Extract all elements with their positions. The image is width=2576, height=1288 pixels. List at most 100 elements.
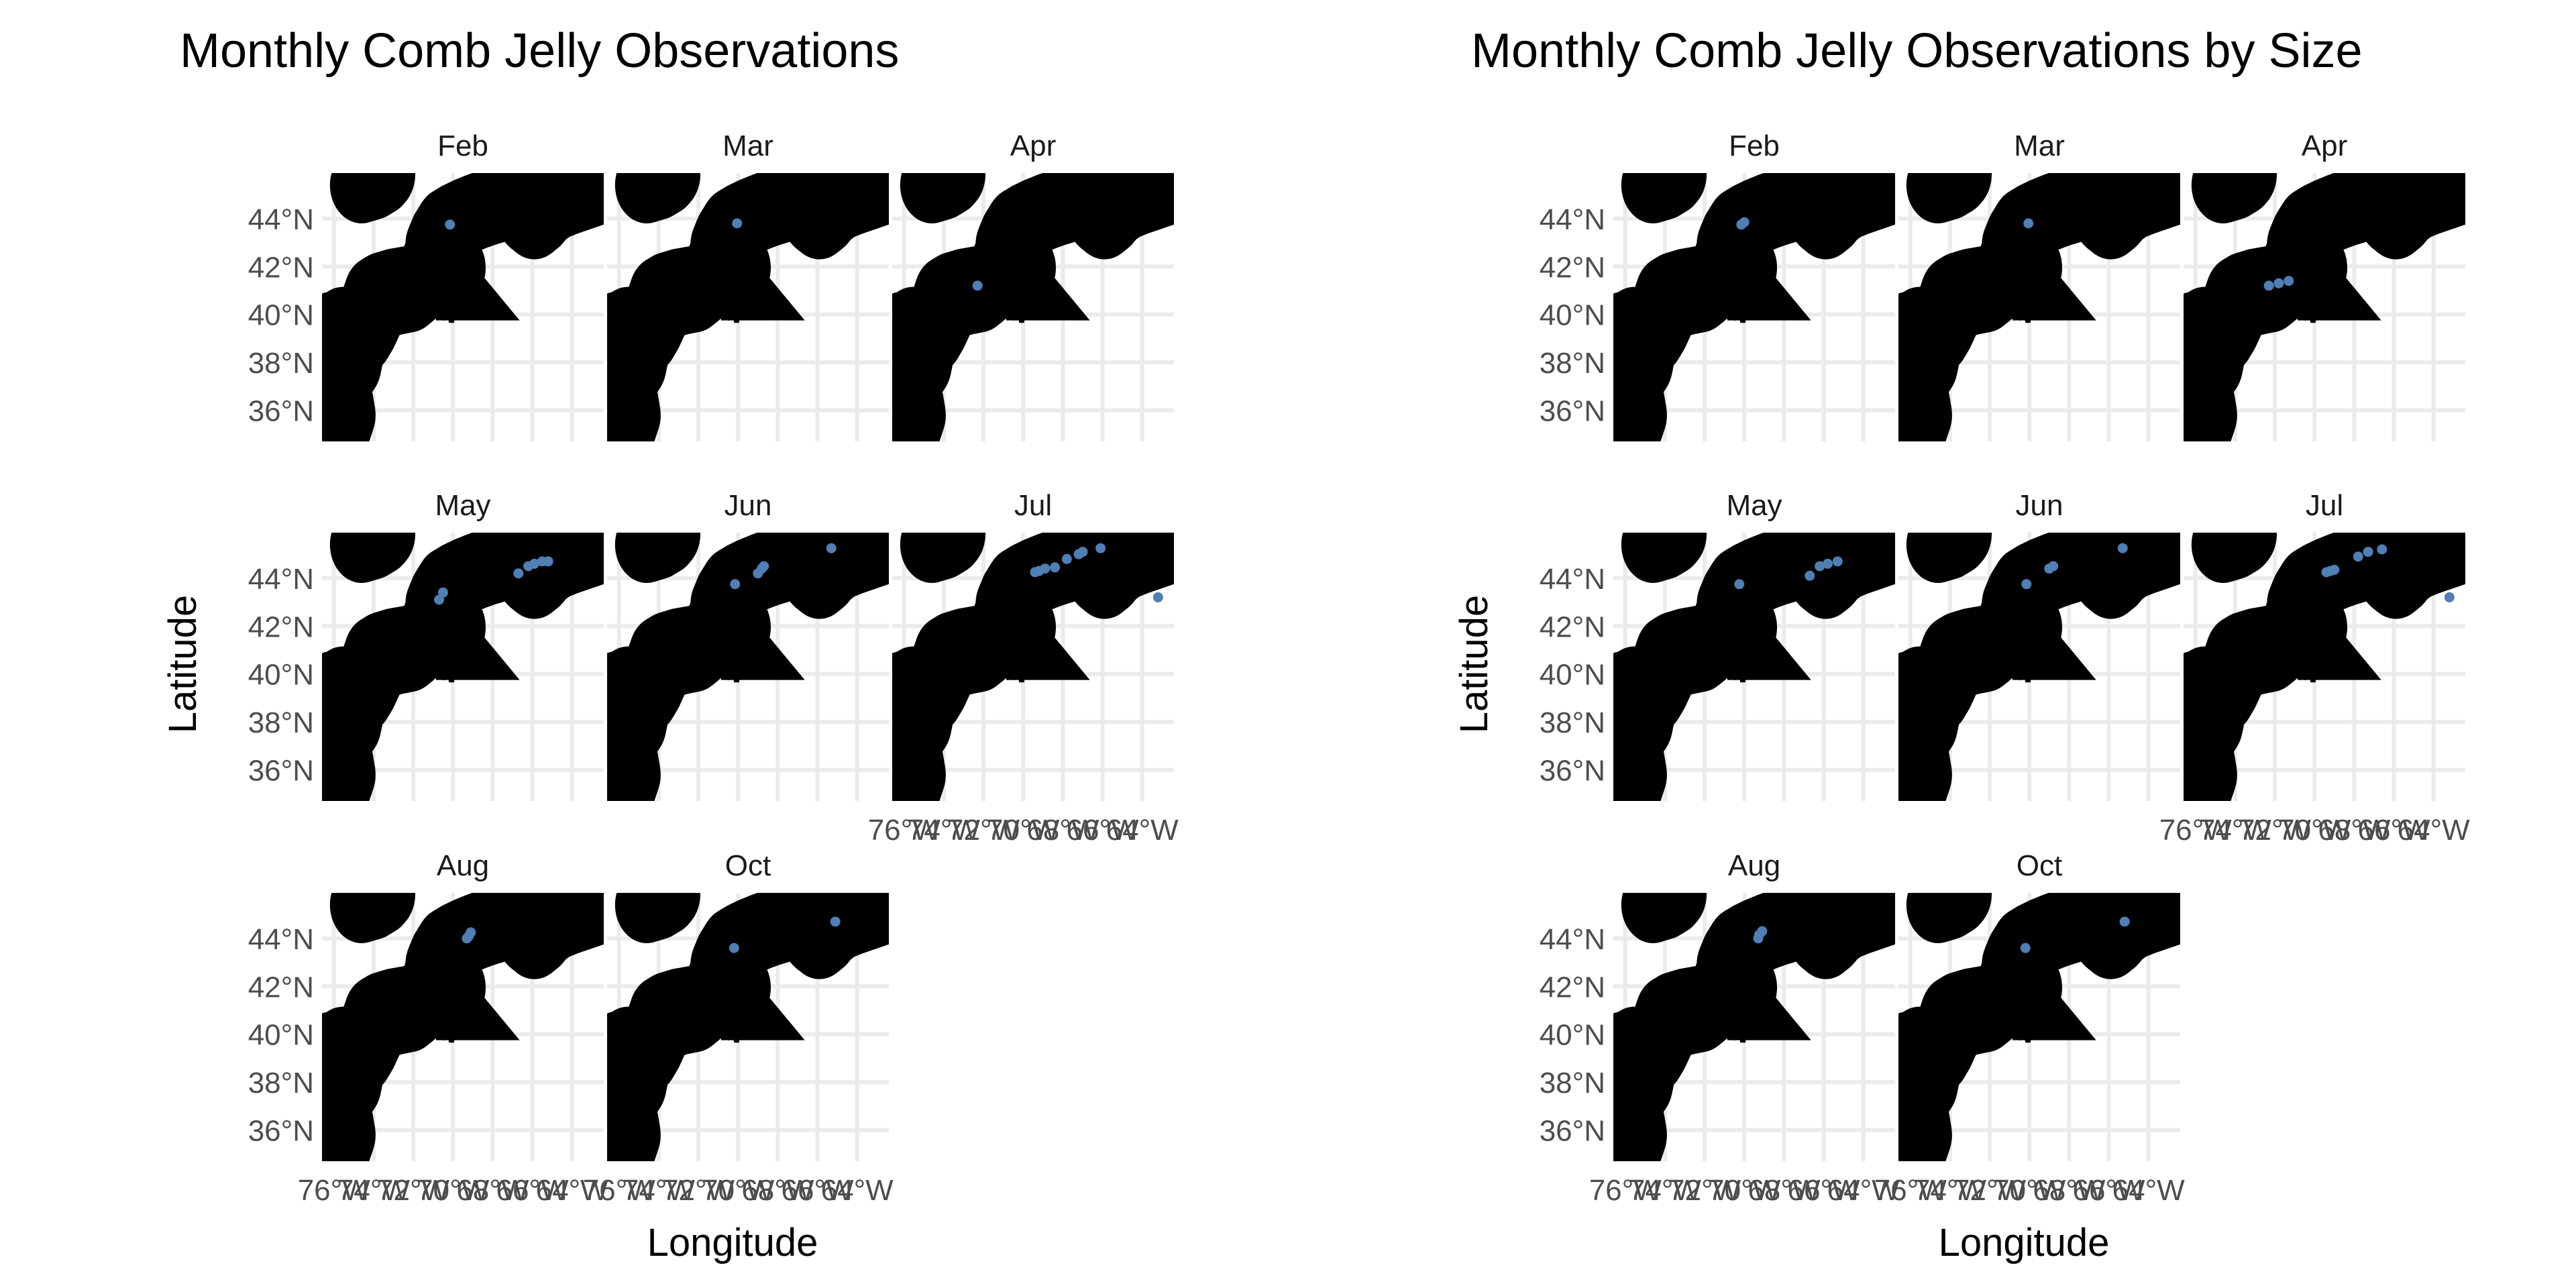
observation-point [1739,217,1750,227]
observation-point [729,943,739,953]
observation-point [466,927,476,938]
x-tick-label: 76°W [1589,1174,1662,1207]
facet-label: Oct [2017,849,2062,882]
facet-label: Apr [2302,129,2347,162]
y-tick-label: 40°N [248,1019,314,1052]
facet-label: Jun [2016,489,2063,522]
facet-label: Oct [725,849,771,882]
coastline-map [1607,894,1897,1160]
y-tick-label: 36°N [248,755,314,788]
y-tick-label: 42°N [248,251,314,284]
facet-oct: Oct 76°W74°W72°W70°W68°W66°W64°W [1874,849,2185,1207]
x-axis-label: Longitude [647,1221,818,1265]
observation-point [1822,558,1833,569]
x-tick-label: 64°W [2398,814,2471,847]
x-tick-label: 74°W [623,1174,696,1207]
facet-mar: Mar [607,129,889,441]
x-tick-label: 76°W [2159,814,2233,847]
facet-label: May [435,489,490,522]
observation-point [972,280,983,291]
x-tick-label: 74°W [337,1174,411,1207]
x-tick-label: 72°W [662,1174,735,1207]
facet-apr: Apr [2184,129,2465,441]
x-tick-label: 68°W [2318,814,2391,847]
x-tick-label: 66°W [2072,1174,2145,1207]
x-tick-label: 72°W [2239,814,2312,847]
facet-jul: Jul 76°W74°W72°W70°W68°W66°W64°W [868,489,1179,847]
observation-point [2273,278,2284,288]
y-tick-label: 36°N [1540,395,1605,428]
x-tick-label: 64°W [1106,814,1179,847]
y-tick-label: 44°N [248,563,314,596]
observation-point [2263,280,2274,291]
observation-point [1734,579,1745,590]
x-tick-label: 74°W [1629,1174,1702,1207]
coastline-map [316,534,606,800]
observation-point [2444,592,2455,602]
y-tick-label: 38°N [1540,706,1605,739]
x-tick-label: 76°W [1874,1174,1947,1207]
x-tick-label: 74°W [1914,1174,1987,1207]
facet-label: Aug [1728,849,1780,882]
observation-point [2021,579,2032,590]
x-tick-label: 68°W [1748,1174,1821,1207]
x-tick-label: 66°W [2357,814,2430,847]
observation-point [2048,561,2059,572]
y-tick-label: 44°N [248,923,314,956]
y-tick-label: 38°N [248,347,314,380]
observation-point [826,543,837,553]
y-axis-label: Latitude [161,595,205,733]
y-tick-label: 42°N [248,610,314,643]
observation-point [732,218,743,229]
x-tick-label: 76°W [298,1174,371,1207]
observation-point [2023,218,2034,229]
observation-point [2377,544,2387,555]
facet-label: May [1726,489,1782,522]
map-plot-1: Monthly Comb Jelly Observations Latitude L… [161,24,1179,1265]
facet-feb: Feb 44°N 42°N 40°N 38°N 36°N [248,129,604,441]
y-tick-label: 38°N [1540,1067,1605,1099]
y-tick-label: 38°N [1540,347,1605,380]
x-tick-label: 72°W [947,814,1020,847]
x-axis-label: Longitude [1939,1221,2110,1265]
facet-may: May 44°N 42°N 40°N 38°N 36°N [248,489,606,801]
y-tick-label: 40°N [248,659,314,692]
y-tick-label: 42°N [1540,971,1605,1004]
y-tick-label: 40°N [1540,659,1605,692]
x-tick-label: 66°W [496,1174,569,1207]
coastline-map [1607,534,1897,800]
observation-point [1061,553,1072,564]
x-tick-label: 68°W [2033,1174,2106,1207]
observation-point [2020,943,2031,953]
x-tick-label: 70°W [1708,1174,1781,1207]
observation-point [2363,547,2373,557]
facet-jun: Jun [607,489,889,801]
x-tick-label: 76°W [868,814,941,847]
facet-may: May 44°N 42°N 40°N 38°N 36°N [1540,489,1897,801]
observation-point [2284,276,2294,286]
observation-point [1095,543,1106,553]
facet-label: Mar [722,129,773,162]
coastline-map [601,894,891,1160]
observation-point [1040,564,1051,574]
facet-oct: Oct 76°W74°W72°W70°W68°W66°W64°W [583,849,894,1207]
x-tick-label: 74°W [908,814,981,847]
x-tick-label: 68°W [456,1174,529,1207]
observation-point [2119,916,2130,927]
observation-point [2117,543,2128,553]
facet-label: Apr [1010,129,1056,162]
x-tick-label: 72°W [1953,1174,2027,1207]
x-tick-label: 70°W [2278,814,2351,847]
x-tick-label: 66°W [781,1174,854,1207]
x-tick-label: 64°W [821,1174,894,1207]
y-tick-label: 44°N [1540,923,1605,956]
x-tick-label: 68°W [741,1174,814,1207]
x-tick-label: 72°W [1668,1174,1741,1207]
y-tick-label: 36°N [1540,1115,1605,1148]
map-plot-2: Monthly Comb Jelly Observations by Size L… [1452,24,2470,1265]
observation-point [445,219,455,230]
y-tick-label: 36°N [248,395,314,428]
facet-label: Feb [1729,129,1780,162]
x-tick-label: 64°W [2112,1174,2186,1207]
